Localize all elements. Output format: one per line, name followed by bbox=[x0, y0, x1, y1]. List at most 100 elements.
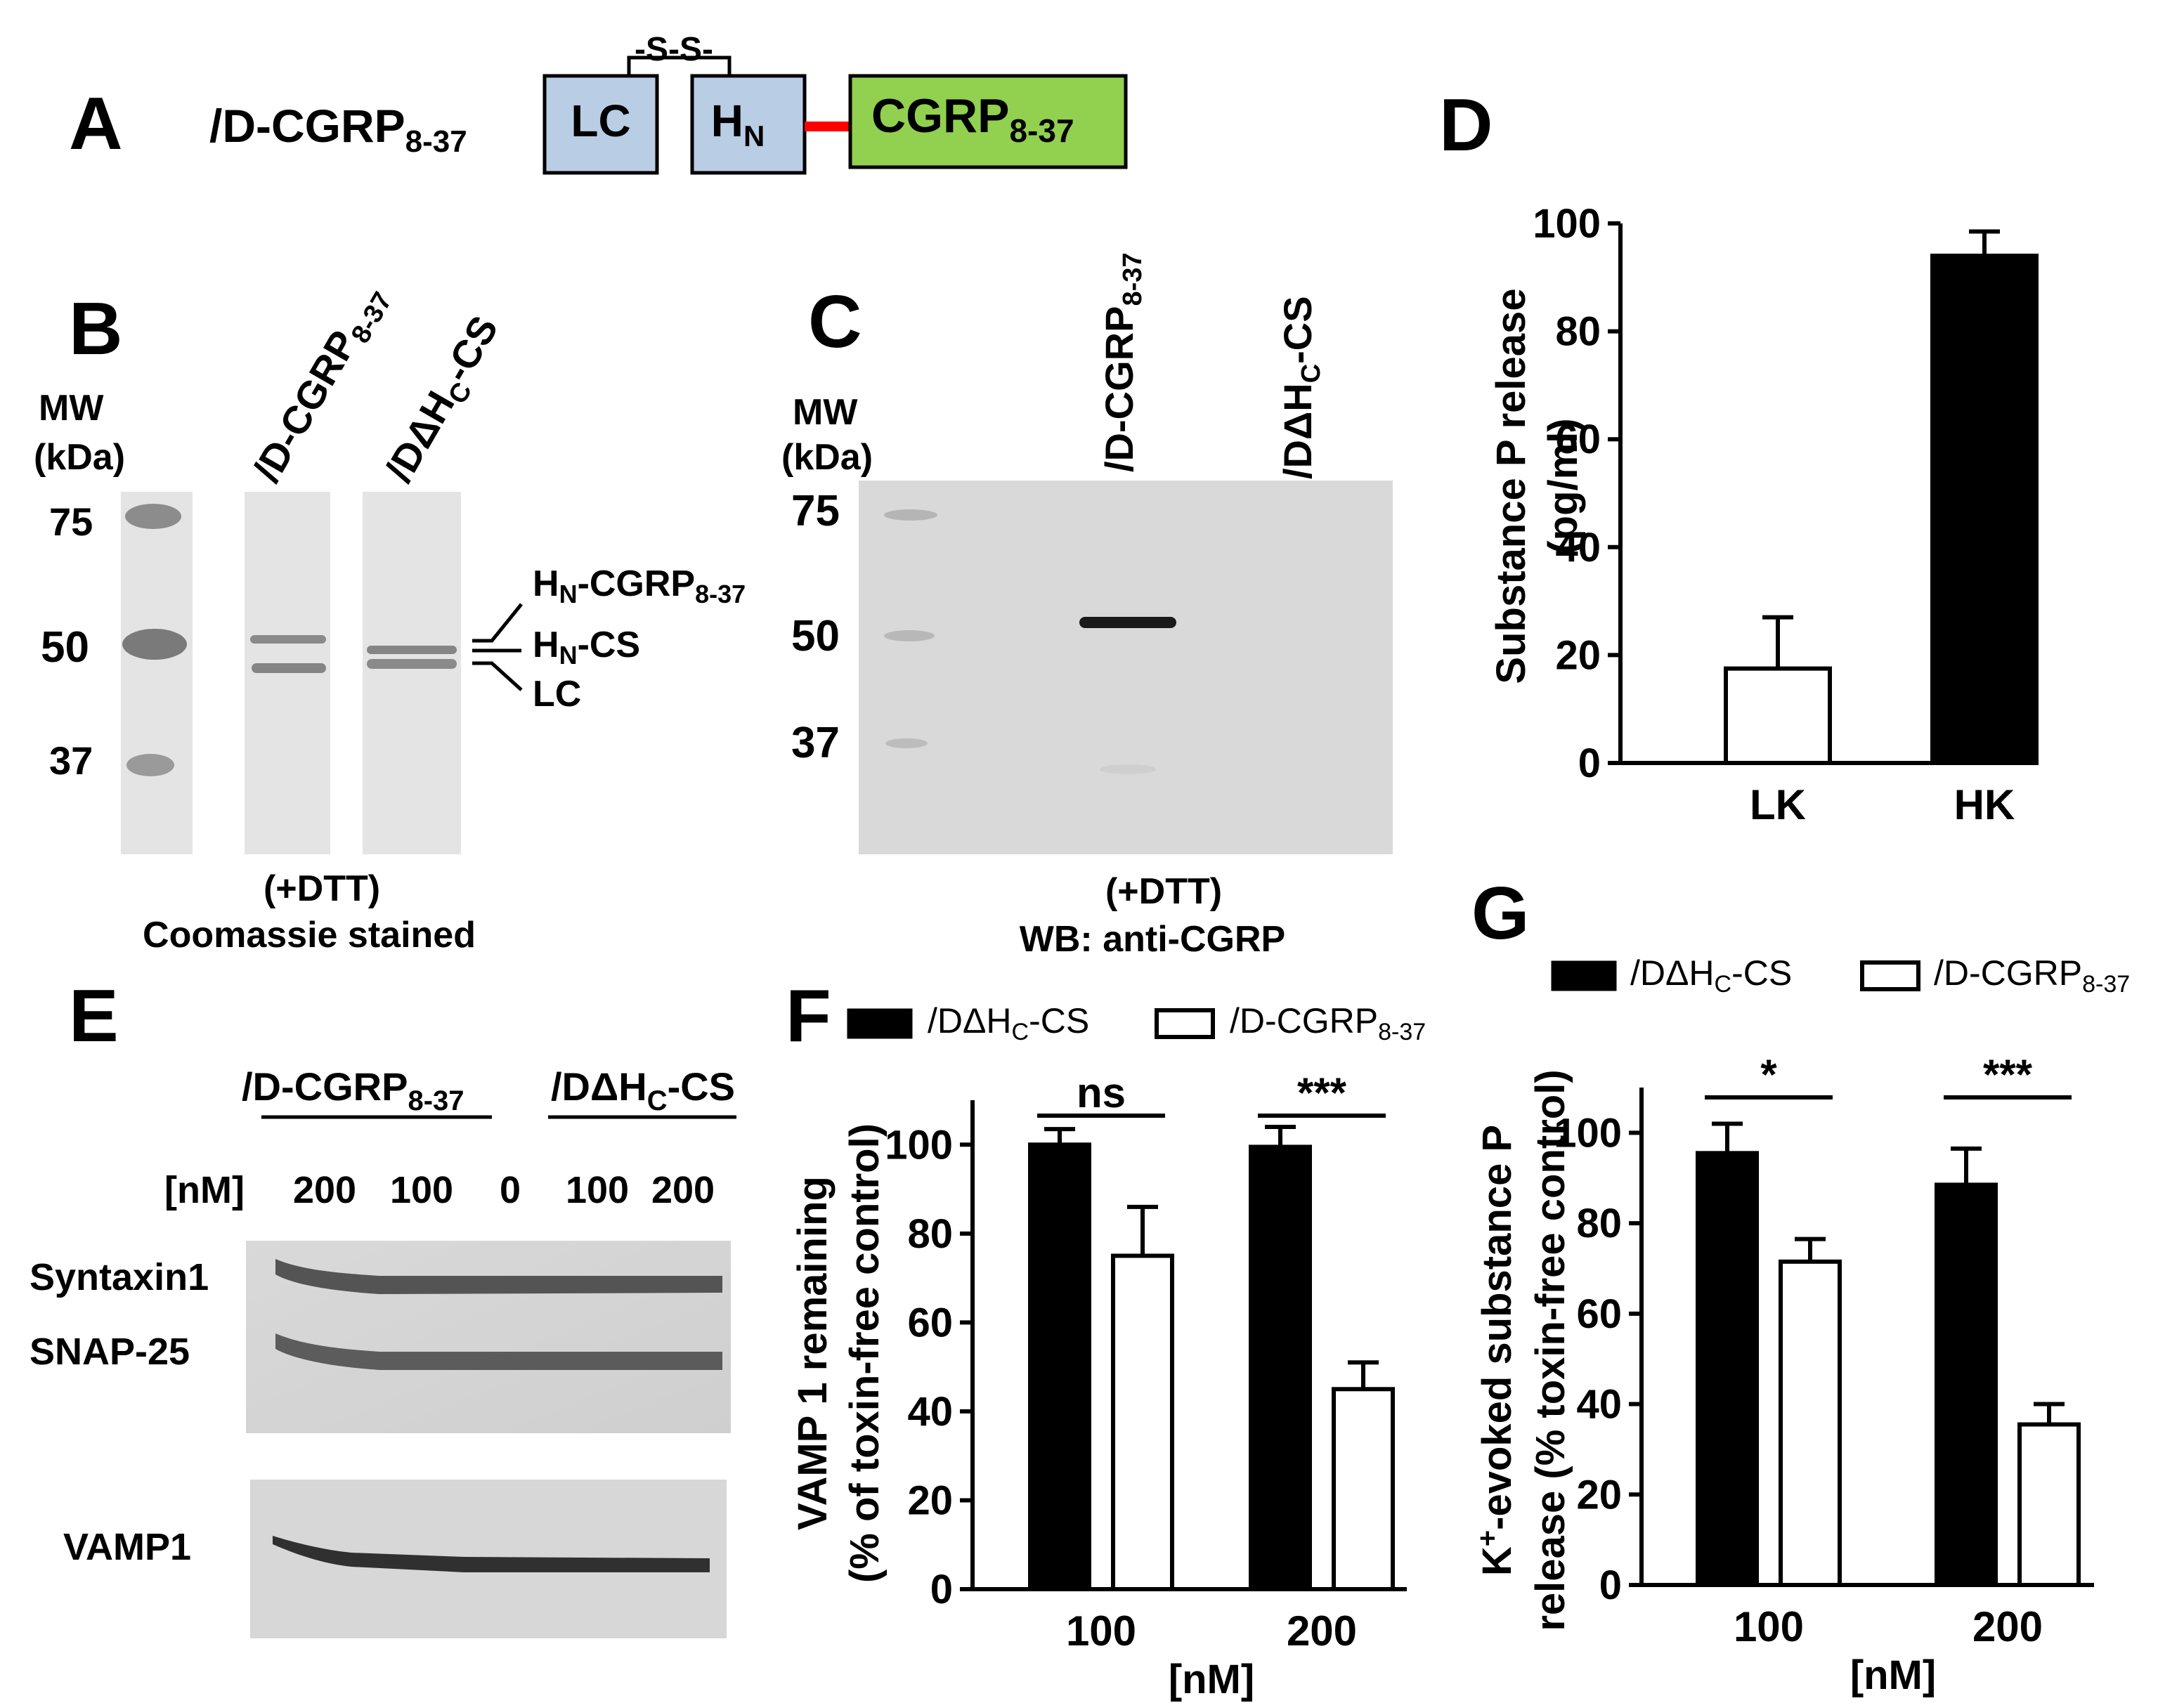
lane-label-cgrp-b: /D-CGRP8-37 bbox=[245, 277, 398, 492]
condition-label-b: (+DTT) bbox=[264, 868, 380, 909]
construct-label-sub: 8-37 bbox=[405, 124, 467, 159]
marker-50-b: 50 bbox=[41, 623, 89, 672]
pointer-lc bbox=[472, 661, 523, 691]
panel-label-c: C bbox=[808, 280, 862, 363]
legend-f-white-sub: 8-37 bbox=[1378, 1019, 1426, 1045]
lane-conc-3: 0 bbox=[500, 1169, 521, 1211]
lane-label-cs-c-a: /DΔH bbox=[1275, 383, 1320, 479]
legend-g-black-swatch bbox=[1551, 960, 1617, 991]
marker-75-c: 75 bbox=[791, 487, 840, 535]
row-label-snap25: SNAP-25 bbox=[30, 1331, 190, 1373]
legend-g-white-label: /D-CGRP8-37 bbox=[1934, 953, 2130, 998]
lane-label-cs-b-b: -CS bbox=[434, 308, 507, 389]
lc-domain-box bbox=[542, 74, 659, 175]
kda-label-b: (kDa) bbox=[34, 437, 125, 478]
group-label-cgrp-e-main: /D-CGRP bbox=[242, 1064, 408, 1109]
wb-faint-smear bbox=[1100, 764, 1156, 774]
panel-c: C MW (kDa) 75 50 37 /D-CGRP8-37 /DΔHC-CS… bbox=[781, 252, 1393, 960]
western-blot-c bbox=[859, 481, 1393, 854]
x-tick-label: 200 bbox=[1972, 1603, 2043, 1650]
hn-domain-box bbox=[690, 74, 807, 175]
significance-label: * bbox=[1760, 1051, 1777, 1098]
wb-band-cgrp bbox=[1079, 617, 1176, 628]
legend-f-black-b: -CS bbox=[1029, 1001, 1089, 1040]
panel-label-e: E bbox=[69, 974, 119, 1057]
disulfide-bracket bbox=[627, 56, 732, 76]
y-axis-label-k: K bbox=[1474, 1546, 1520, 1576]
lane-label-cs-c-b: -CS bbox=[1275, 296, 1320, 363]
band-label-hn-cs-n: N bbox=[559, 641, 578, 670]
lane-label-cs-b-a: /DΔH bbox=[377, 384, 463, 489]
legend-g-black-label: /DΔHC-CS bbox=[1630, 953, 1792, 998]
band-label-hn-cgrp-h: H bbox=[533, 563, 559, 604]
y-tick-label: 0 bbox=[1578, 740, 1601, 786]
ladder-band-75 bbox=[125, 504, 181, 529]
legend-f-black-a: /DΔH bbox=[928, 1001, 1012, 1040]
bar bbox=[1249, 1144, 1312, 1592]
panel-label-f: F bbox=[786, 974, 831, 1057]
lane-label-cs-b: /DΔHC-CS bbox=[377, 308, 512, 492]
x-axis-label: [nM] bbox=[1169, 1657, 1254, 1702]
legend-f-black-sub: C bbox=[1012, 1019, 1029, 1045]
y-tick-label: 80 bbox=[1576, 1201, 1622, 1246]
y-tick-label: 20 bbox=[1555, 632, 1601, 678]
construct-label-main: /D-CGRP bbox=[209, 100, 405, 152]
panel-label-g: G bbox=[1471, 872, 1529, 955]
mw-label-c: MW bbox=[793, 392, 858, 433]
lane-label-cs-c: /DΔHC-CS bbox=[1275, 296, 1326, 479]
group-label-cs-e-sub: C bbox=[647, 1085, 668, 1116]
y-tick-label: 0 bbox=[1599, 1562, 1622, 1608]
significance-label: *** bbox=[1983, 1051, 2033, 1098]
band-hn-cs-lane2 bbox=[367, 646, 457, 654]
lane-conc-1: 200 bbox=[293, 1169, 356, 1211]
hn-domain-main: H bbox=[711, 96, 743, 146]
bar bbox=[1930, 254, 2039, 765]
y-tick-label: 100 bbox=[1533, 201, 1601, 247]
group-label-cs-e-a: /DΔH bbox=[551, 1064, 647, 1109]
y-axis-label: K+-evoked substance P bbox=[1472, 1125, 1520, 1576]
legend-g-white-swatch bbox=[1860, 960, 1920, 991]
wb-label-c: WB: anti-CGRP bbox=[1020, 919, 1285, 960]
chart-d: 0 20 40 60 80 100 LK HK Substance P release (pg/m… bbox=[1488, 201, 2039, 828]
lane-cs-b bbox=[363, 492, 461, 854]
ladder-band-37 bbox=[126, 754, 174, 776]
group-label-cs-e: /DΔHC-CS bbox=[551, 1064, 735, 1116]
stain-label-b: Coomassie stained bbox=[143, 915, 476, 955]
bar bbox=[1111, 1253, 1174, 1592]
y-axis-label-2: (pg/ml) bbox=[1540, 418, 1586, 554]
cgrp-domain-main: CGRP bbox=[871, 89, 1009, 143]
band-lc-lane1 bbox=[252, 663, 326, 673]
panel-a: A /D-CGRP8-37 -S-S- LC HN CGRP8-37 bbox=[69, 31, 1128, 175]
y-tick-label: 40 bbox=[1576, 1382, 1622, 1428]
legend-g: /DΔHC-CS /D-CGRP8-37 bbox=[1551, 953, 2130, 998]
row-label-vamp1: VAMP1 bbox=[63, 1526, 191, 1568]
significance-label: ns bbox=[1077, 1069, 1126, 1116]
marker-37-b: 37 bbox=[49, 738, 93, 783]
legend-g-white-a: /D-CGRP bbox=[1934, 953, 2082, 993]
legend-f-white-label: /D-CGRP8-37 bbox=[1230, 1001, 1426, 1045]
y-tick-label: 80 bbox=[907, 1211, 953, 1257]
y-axis-label-rest: -evoked substance P bbox=[1474, 1125, 1520, 1530]
y-tick-label: 80 bbox=[1555, 309, 1601, 355]
marker-50-c: 50 bbox=[791, 612, 840, 660]
band-label-hn-cs: HN-CS bbox=[533, 625, 640, 670]
bar bbox=[2017, 1422, 2081, 1587]
bar bbox=[1028, 1142, 1091, 1591]
y-axis-label: Substance P release bbox=[1488, 288, 1534, 684]
y-tick-label: 20 bbox=[907, 1477, 953, 1523]
legend-g-black-a: /DΔH bbox=[1630, 953, 1715, 993]
hn-domain-label: HN bbox=[711, 96, 765, 152]
significance-label: *** bbox=[1297, 1069, 1347, 1116]
band-label-hn-cgrp-tail-sub: 8-37 bbox=[695, 580, 746, 608]
lane-label-cgrp-c: /D-CGRP8-37 bbox=[1097, 252, 1148, 472]
y-tick-label: 100 bbox=[1554, 1110, 1622, 1156]
y-tick-label: 40 bbox=[1555, 525, 1601, 570]
panel-e: E /D-CGRP8-37 /DΔHC-CS [nM] 200 100 0 10… bbox=[30, 974, 736, 1638]
chart-f: 0 20 40 60 80 100 100 200 ns *** [nM] VAMP 1 remain… bbox=[790, 1069, 1407, 1702]
legend-f-black-swatch bbox=[847, 1008, 913, 1039]
y-tick-label: 20 bbox=[1576, 1472, 1622, 1518]
group-label-cgrp-e: /D-CGRP8-37 bbox=[242, 1064, 464, 1116]
condition-label-c: (+DTT) bbox=[1105, 871, 1222, 912]
